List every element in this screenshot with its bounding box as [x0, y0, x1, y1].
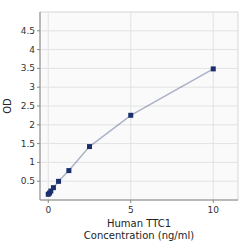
tick-label: 2.5 [21, 101, 35, 111]
tick-label: 1.5 [21, 139, 35, 149]
grid-line [40, 49, 238, 50]
marker [128, 113, 133, 118]
grid-line [48, 12, 49, 200]
marker [51, 185, 56, 190]
marker [66, 168, 71, 173]
tick-label: 4 [29, 45, 35, 55]
tick-label: 10 [208, 205, 220, 215]
grid-line [40, 87, 238, 88]
tick-label: 3.5 [21, 63, 35, 73]
grid-line [40, 30, 238, 31]
plot-frame [40, 12, 238, 200]
line [48, 69, 213, 194]
grid [40, 12, 238, 200]
tick-label: 2 [29, 120, 35, 130]
marker [56, 179, 61, 184]
tick-label: 5 [128, 205, 134, 215]
x-axis-label: Human TTC1Concentration (ng/ml) [84, 218, 194, 241]
y-axis [40, 12, 41, 200]
x-axis [40, 200, 238, 201]
chart: 0.5 1 1.5 2 2.5 3 3.5 4 4.5 0 5 10 Human TTC1Concent… [0, 0, 250, 250]
grid-line [40, 143, 238, 144]
tick-label: 4.5 [21, 26, 35, 36]
grid-line [40, 124, 238, 125]
grid-line [40, 68, 238, 69]
y-axis-label: OD [2, 98, 13, 114]
series [46, 66, 216, 196]
grid-line [130, 12, 131, 200]
grid-line [40, 106, 238, 107]
grid-line [40, 181, 238, 182]
grid-line [40, 162, 238, 163]
tick-label: 0 [45, 205, 51, 215]
marker [87, 144, 92, 149]
grid-line [213, 12, 214, 200]
tick-label: 3 [29, 82, 35, 92]
tick-label: 1 [29, 157, 35, 167]
marker [211, 66, 216, 71]
tick-label: 0.5 [21, 176, 35, 186]
